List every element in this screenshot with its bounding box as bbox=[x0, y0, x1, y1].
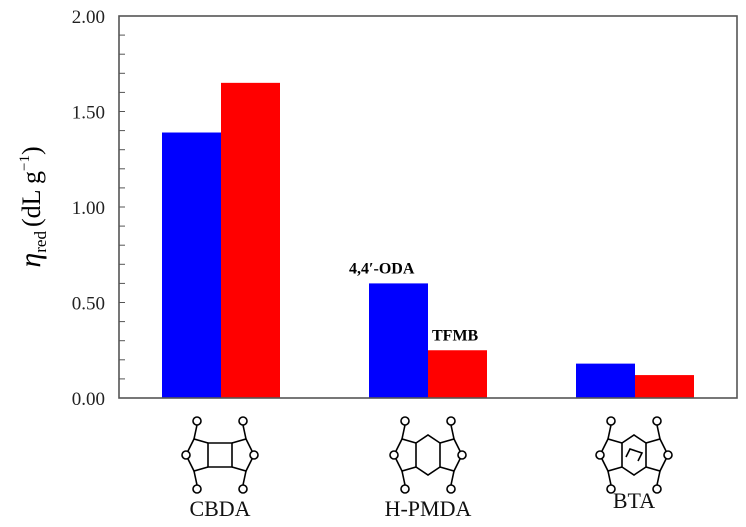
plot-area bbox=[162, 82, 694, 398]
bond bbox=[656, 470, 661, 486]
bond bbox=[401, 470, 406, 486]
y-axis: 0.00 0.50 1.00 1.50 2.00 bbox=[72, 7, 125, 410]
bond bbox=[415, 434, 441, 476]
oxygen-atom bbox=[192, 484, 202, 494]
oxygen-atom bbox=[389, 450, 399, 460]
bond bbox=[450, 470, 455, 486]
annotation-tfmb: TFMB bbox=[432, 327, 479, 344]
oxygen-atom bbox=[595, 450, 605, 460]
y-tick-label: 0.50 bbox=[72, 294, 105, 315]
oxygen-atom bbox=[400, 416, 410, 426]
bond bbox=[242, 424, 247, 440]
annotation-oda: 4,4′-ODA bbox=[349, 260, 415, 277]
oxygen-atom bbox=[606, 484, 616, 494]
x-axis-category-labels: CBDA H-PMDA BTA bbox=[189, 488, 655, 521]
bond bbox=[401, 424, 406, 440]
bond bbox=[625, 448, 644, 462]
oxygen-atom bbox=[238, 416, 248, 426]
bond bbox=[193, 424, 198, 440]
bond bbox=[450, 424, 455, 440]
oxygen-atom bbox=[446, 416, 456, 426]
oxygen-atom bbox=[181, 450, 191, 460]
y-tick-label: 1.50 bbox=[72, 103, 105, 124]
oxygen-atom bbox=[652, 484, 662, 494]
chemical-structures bbox=[181, 416, 673, 494]
bar-h-pmda-tfmb bbox=[428, 350, 487, 398]
oxygen-atom bbox=[400, 484, 410, 494]
bar-bta-tfmb bbox=[635, 375, 694, 398]
y-tick-label: 1.00 bbox=[72, 198, 105, 219]
bond bbox=[207, 442, 233, 468]
annotations: 4,4′-ODA TFMB bbox=[349, 260, 479, 344]
cbda-structure-icon bbox=[181, 416, 259, 494]
category-label-h-pmda: H-PMDA bbox=[385, 496, 472, 521]
oxygen-atom bbox=[446, 484, 456, 494]
oxygen-atom bbox=[457, 450, 467, 460]
bond bbox=[242, 470, 247, 486]
bond bbox=[607, 424, 612, 440]
y-tick-label: 2.00 bbox=[72, 7, 105, 28]
oxygen-atom bbox=[663, 450, 673, 460]
category-label-bta: BTA bbox=[613, 488, 655, 513]
bond bbox=[621, 434, 647, 476]
oxygen-atom bbox=[652, 416, 662, 426]
hpmda-structure-icon bbox=[389, 416, 467, 494]
bar-cbda-oda bbox=[162, 132, 221, 398]
bond bbox=[656, 424, 661, 440]
y-axis-label: ηred(dL g−1) bbox=[14, 146, 50, 267]
bond bbox=[607, 470, 612, 486]
bar-h-pmda-oda bbox=[369, 283, 428, 398]
oxygen-atom bbox=[606, 416, 616, 426]
bar-cbda-tfmb bbox=[221, 82, 280, 398]
oxygen-atom bbox=[238, 484, 248, 494]
bar-bta-oda bbox=[576, 363, 635, 398]
category-label-cbda: CBDA bbox=[189, 496, 250, 521]
oxygen-atom bbox=[249, 450, 259, 460]
bta-structure-icon bbox=[595, 416, 673, 494]
bond bbox=[193, 470, 198, 486]
y-axis-title: ηred(dL g−1) bbox=[14, 146, 50, 267]
oxygen-atom bbox=[192, 416, 202, 426]
y-tick-label: 0.00 bbox=[72, 389, 105, 410]
